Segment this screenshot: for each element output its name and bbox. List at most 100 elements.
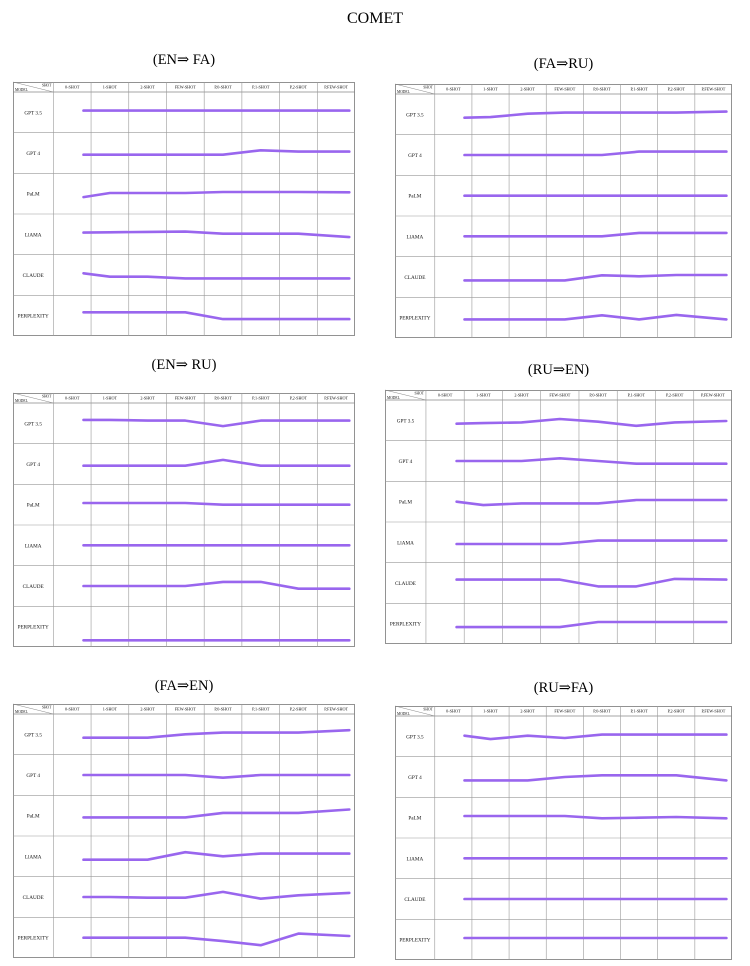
series-line-claude [455, 577, 728, 588]
row-label-claude: CLAUDE [23, 584, 44, 590]
column-header-0-shot: 0-SHOT [446, 709, 461, 714]
column-header-2-shot: 2-SHOT [520, 709, 535, 714]
column-header-p-0-shot: P,0-SHOT [214, 85, 232, 91]
row-label-perplexity: PERPLEXITY [18, 936, 49, 942]
row-label-perplexity: PERPLEXITY [399, 938, 430, 944]
column-header-p-2-shot: P,2-SHOT [290, 85, 308, 91]
chart-ru-en: SHOT MODEL 0-SHOT 1-SHOT 2-SHOT FEW-SHOT P,0-S… [384, 389, 732, 644]
corner-diagonal [394, 705, 435, 717]
row-label-claude: CLAUDE [404, 897, 425, 903]
row-label-palm: PaLM [27, 503, 40, 509]
row-label-palm: PaLM [408, 816, 421, 822]
corner-label-model: MODEL [397, 90, 410, 94]
grid-frame [395, 84, 732, 338]
corner-diagonal [12, 703, 54, 715]
figure-title: COMET [347, 10, 403, 27]
grid-frame [385, 390, 732, 644]
chart-en-fa: SHOT MODEL 0-SHOT 1-SHOT 2-SHOT FEW-SHOT P,0-S… [12, 81, 355, 336]
series-line-palm [455, 498, 728, 507]
column-header-0-shot: 0-SHOT [438, 393, 453, 398]
corner-label-model: MODEL [15, 399, 28, 403]
column-header-0-shot: 0-SHOT [65, 396, 80, 401]
column-header-p-few-shot: P,FEW-SHOT [324, 85, 348, 91]
series-line-perplexity [82, 932, 351, 947]
corner-diagonal [384, 389, 427, 401]
series-line-gpt-4 [82, 773, 351, 779]
column-header-1-shot: 1-SHOT [476, 393, 491, 398]
column-header-p-2-shot: P,2-SHOT [290, 396, 308, 402]
series-line-claude [82, 272, 351, 280]
column-header-p-1-shot: P,1-SHOT [252, 707, 270, 713]
series-line-gpt-4 [82, 458, 351, 467]
row-label-gpt-3-5: GPT 3.5 [406, 112, 424, 118]
column-header-2-shot: 2-SHOT [140, 707, 155, 712]
row-label-llama: LlAMA [407, 234, 424, 240]
column-header-p-few-shot: P,FEW-SHOT [324, 396, 348, 402]
column-header-1-shot: 1-SHOT [483, 709, 498, 714]
column-header-few-shot: FEW-SHOT [175, 396, 196, 401]
column-header-1-shot: 1-SHOT [483, 87, 498, 92]
series-line-palm [463, 814, 728, 820]
corner-label-shot: SHOT [42, 706, 52, 710]
row-label-claude: CLAUDE [23, 273, 44, 279]
column-header-2-shot: 2-SHOT [514, 393, 529, 398]
grid-frame [13, 704, 355, 958]
series-line-gpt-3-5 [463, 733, 728, 741]
column-header-p-1-shot: P,1-SHOT [252, 396, 270, 402]
column-header-2-shot: 2-SHOT [140, 396, 155, 401]
column-header-p-1-shot: P,1-SHOT [630, 87, 648, 93]
series-line-palm [82, 190, 351, 199]
row-label-gpt-3-5: GPT 3.5 [24, 732, 42, 738]
chart-fa-en: SHOT MODEL 0-SHOT 1-SHOT 2-SHOT FEW-SHOT P,0-S… [12, 703, 355, 958]
series-line-perplexity [455, 620, 728, 629]
series-line-gpt-4 [463, 150, 728, 157]
row-label-gpt-3-5: GPT 3.5 [24, 421, 42, 427]
column-header-p-few-shot: P,FEW-SHOT [701, 87, 725, 93]
row-label-gpt-3-5: GPT 3.5 [397, 418, 415, 424]
corner-label-model: MODEL [387, 396, 400, 400]
column-header-p-0-shot: P,0-SHOT [589, 393, 607, 399]
column-header-p-0-shot: P,0-SHOT [214, 396, 232, 402]
column-header-p-2-shot: P,2-SHOT [668, 709, 686, 715]
row-label-gpt-4: GPT 4 [26, 151, 40, 157]
corner-diagonal [12, 392, 54, 404]
series-line-gpt-3-5 [455, 417, 728, 428]
chart-ru-fa: SHOT MODEL 0-SHOT 1-SHOT 2-SHOT FEW-SHOT P,0-S… [394, 705, 732, 960]
series-line-claude [463, 273, 728, 282]
corner-label-model: MODEL [15, 88, 28, 92]
row-label-llama: LlAMA [25, 232, 42, 238]
column-header-few-shot: FEW-SHOT [549, 393, 570, 398]
panel-title-en-fa: (EN⇒ FA) [152, 52, 216, 68]
corner-diagonal [394, 83, 435, 95]
grid-frame [13, 82, 355, 336]
series-line-gpt-4 [82, 149, 351, 156]
chart-fa-ru: SHOT MODEL 0-SHOT 1-SHOT 2-SHOT FEW-SHOT P,0-S… [394, 83, 732, 338]
column-header-few-shot: FEW-SHOT [175, 707, 196, 712]
column-header-p-0-shot: P,0-SHOT [593, 709, 611, 715]
series-line-gpt-4 [455, 457, 728, 465]
row-label-claude: CLAUDE [395, 581, 416, 587]
row-label-gpt-3-5: GPT 3.5 [406, 734, 424, 740]
column-header-p-1-shot: P,1-SHOT [630, 709, 648, 715]
column-header-p-few-shot: P,FEW-SHOT [324, 707, 348, 713]
corner-label-shot: SHOT [415, 392, 425, 396]
column-header-p-2-shot: P,2-SHOT [666, 393, 684, 399]
series-line-gpt-3-5 [82, 728, 351, 739]
column-header-p-2-shot: P,2-SHOT [290, 707, 308, 713]
row-label-gpt-4: GPT 4 [26, 462, 40, 468]
column-header-0-shot: 0-SHOT [65, 707, 80, 712]
row-label-llama: LlAMA [25, 854, 42, 860]
series-line-gpt-3-5 [82, 418, 351, 428]
series-line-claude [82, 890, 351, 900]
row-label-perplexity: PERPLEXITY [390, 622, 421, 628]
panel-title-ru-en: (RU⇒EN) [527, 362, 590, 378]
series-line-perplexity [463, 313, 728, 321]
corner-label-shot: SHOT [42, 84, 52, 88]
series-line-llama [82, 850, 351, 861]
column-header-0-shot: 0-SHOT [446, 87, 461, 92]
series-line-llama [455, 539, 728, 546]
column-header-p-0-shot: P,0-SHOT [214, 707, 232, 713]
corner-label-model: MODEL [397, 712, 410, 716]
column-header-p-1-shot: P,1-SHOT [252, 85, 270, 91]
panel-title-fa-ru: (FA⇒RU) [533, 56, 594, 72]
